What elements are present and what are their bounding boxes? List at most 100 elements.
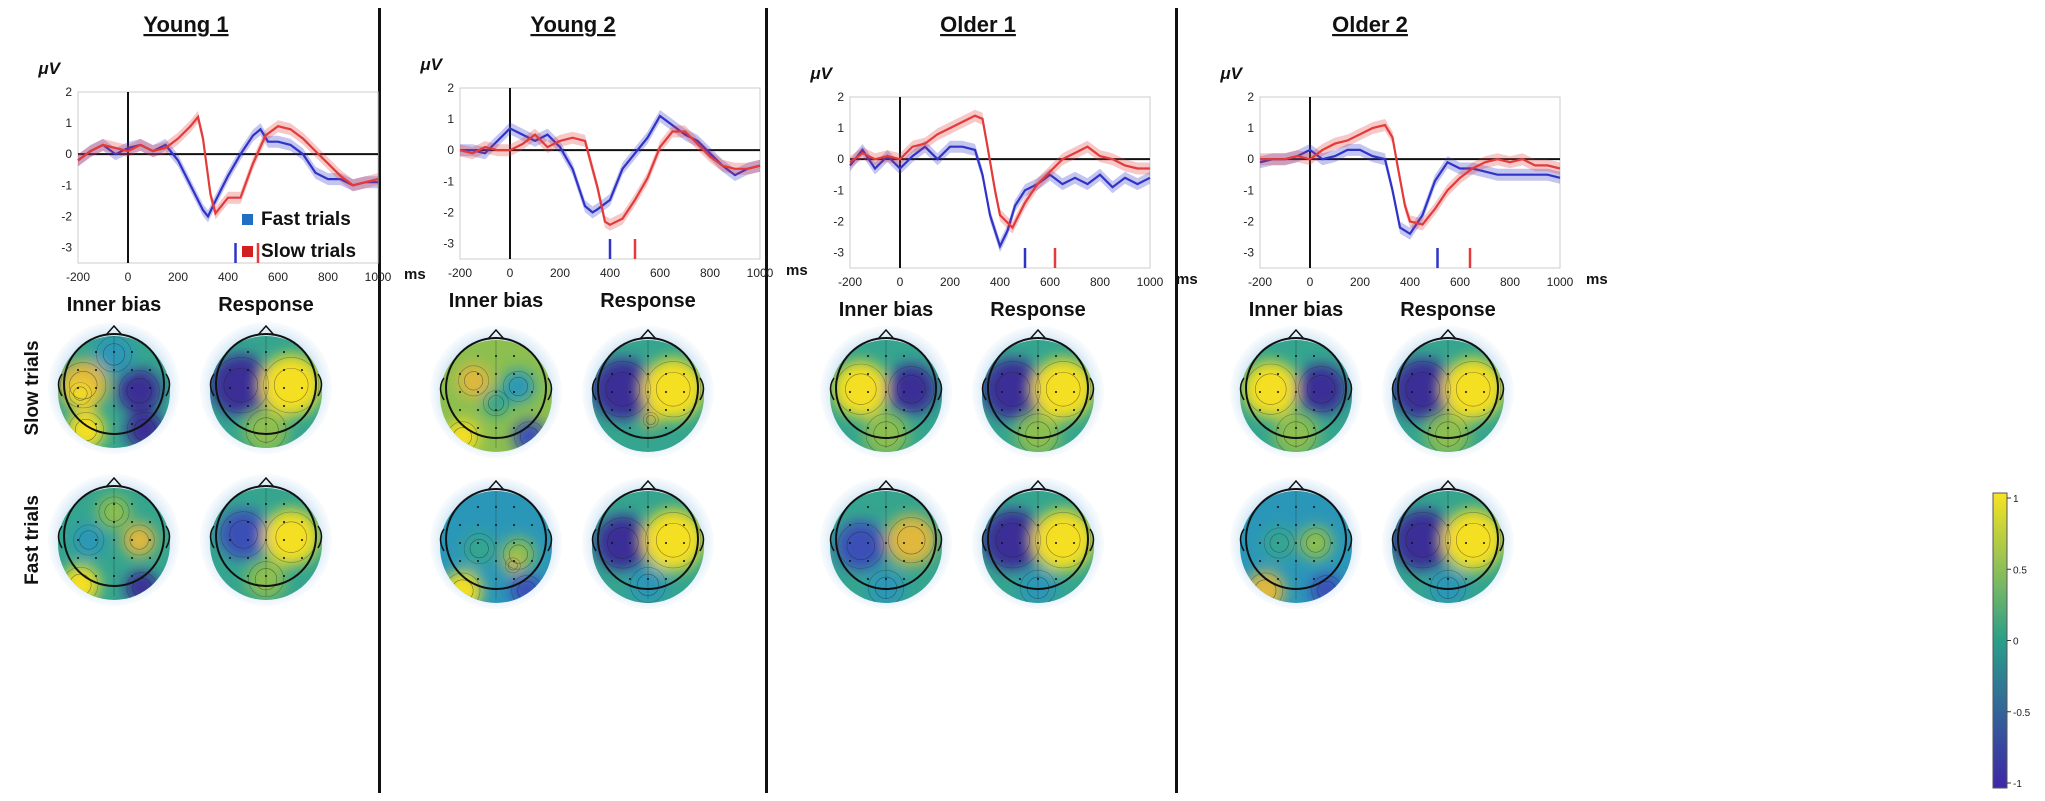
electrode-dot: [1055, 578, 1057, 580]
x-tick-label: 0: [897, 275, 904, 289]
electrode-dot: [1295, 542, 1297, 544]
electrode-dot: [95, 405, 97, 407]
topomap-surface: [1240, 491, 1352, 603]
electrode-dot: [885, 409, 887, 411]
nose-icon: [1029, 328, 1047, 340]
electrode-dot: [301, 387, 303, 389]
topomap-blobs: [60, 495, 159, 600]
electrode-dot: [921, 373, 923, 375]
head-outline: [445, 488, 547, 590]
nose-icon: [877, 328, 895, 340]
confidence-band: [78, 123, 378, 223]
electrode-dot: [867, 427, 869, 429]
topomap-blob: [642, 509, 704, 571]
electrode-dot: [513, 524, 515, 526]
electrode-dot: [283, 521, 285, 523]
electrode-dot: [1313, 373, 1315, 375]
contour-line: [645, 361, 702, 418]
electrode-dot: [867, 409, 869, 411]
right-ear-icon: [1347, 377, 1353, 401]
electrode-dot: [113, 387, 115, 389]
topomap-blob: [1296, 364, 1347, 415]
topomap-blob: [1242, 361, 1299, 418]
electrode-dot: [1295, 578, 1297, 580]
electrode-dot: [113, 423, 115, 425]
topomap-surface: [210, 488, 322, 600]
topomap-blob: [210, 354, 272, 417]
y-unit-label: μV: [419, 55, 443, 74]
topomap-blob: [1298, 526, 1333, 560]
electrode-dot: [1019, 409, 1021, 411]
x-tick-label: 400: [1400, 275, 1420, 289]
electrode-dot: [647, 427, 649, 429]
electrode-dot: [1073, 391, 1075, 393]
electrode-dot: [477, 524, 479, 526]
left-ear-icon: [829, 528, 835, 552]
head-outline: [835, 337, 937, 439]
electrode-dot: [77, 521, 79, 523]
topomap: [972, 477, 1104, 609]
colorbar-tick-label: 0: [2013, 637, 2019, 648]
electrode-dot: [283, 539, 285, 541]
electrode-dot: [629, 427, 631, 429]
topomap-blobs: [592, 358, 704, 429]
electrode-dot: [665, 578, 667, 580]
electrode-dot: [885, 524, 887, 526]
electrode-dot: [1019, 391, 1021, 393]
row-label: Fast trials: [22, 495, 43, 585]
electrode-dot: [611, 560, 613, 562]
x-tick-label: -200: [838, 275, 862, 289]
electrode-dot: [531, 560, 533, 562]
topomap-blob: [642, 358, 704, 421]
topomap: [1382, 477, 1514, 609]
left-ear-icon: [1239, 377, 1245, 401]
electrode-dot: [903, 506, 905, 508]
electrode-dot: [495, 506, 497, 508]
electrode-dot: [1429, 373, 1431, 375]
head-outline: [987, 488, 1089, 590]
electrode-dot: [95, 539, 97, 541]
electrode-dot: [885, 427, 887, 429]
left-ear-icon: [209, 373, 215, 397]
topomap-surface: [982, 491, 1094, 603]
contour-line: [502, 538, 534, 570]
x-tick-label: 0: [125, 270, 132, 284]
electrode-dot: [849, 409, 851, 411]
topomap: [1230, 477, 1362, 609]
x-tick-label: 1000: [365, 270, 392, 284]
electrode-dot: [647, 373, 649, 375]
topomap: [582, 477, 714, 609]
head-outline: [987, 337, 1089, 439]
electrode-dot: [665, 524, 667, 526]
electrode-dot: [683, 524, 685, 526]
left-ear-icon: [591, 528, 597, 552]
electrode-dot: [1465, 578, 1467, 580]
electrode-dot: [265, 575, 267, 577]
topomap-col-label: Inner bias: [1249, 299, 1343, 321]
right-ear-icon: [317, 373, 323, 397]
confidence-band: [1260, 119, 1560, 231]
electrode-dot: [665, 409, 667, 411]
left-ear-icon: [1391, 528, 1397, 552]
contour-line: [984, 512, 1041, 569]
contour-line: [1255, 373, 1287, 405]
nose-icon: [1439, 479, 1457, 491]
electrode-dot: [1001, 524, 1003, 526]
contour-line: [275, 521, 307, 553]
electrode-dot: [1277, 542, 1279, 544]
topomap-blob: [982, 358, 1044, 421]
electrode-dot: [1447, 506, 1449, 508]
topomap-blobs: [218, 509, 320, 599]
electrode-dot: [1313, 391, 1315, 393]
nose-icon: [105, 324, 123, 336]
electrode-dot: [1019, 578, 1021, 580]
contour-line: [1307, 375, 1336, 404]
electrode-dot: [683, 373, 685, 375]
electrode-dot: [1055, 506, 1057, 508]
topomap-blobs: [1392, 358, 1504, 452]
plot-frame: [1259, 96, 1561, 269]
electrode-dot: [903, 409, 905, 411]
erp-panel: Older 1 μV 2 1 0 -1 -2 -3 -200 0 200 400 600 800 1000 m…: [809, 12, 1197, 321]
contour-line: [69, 371, 98, 400]
contour-line: [118, 370, 160, 412]
